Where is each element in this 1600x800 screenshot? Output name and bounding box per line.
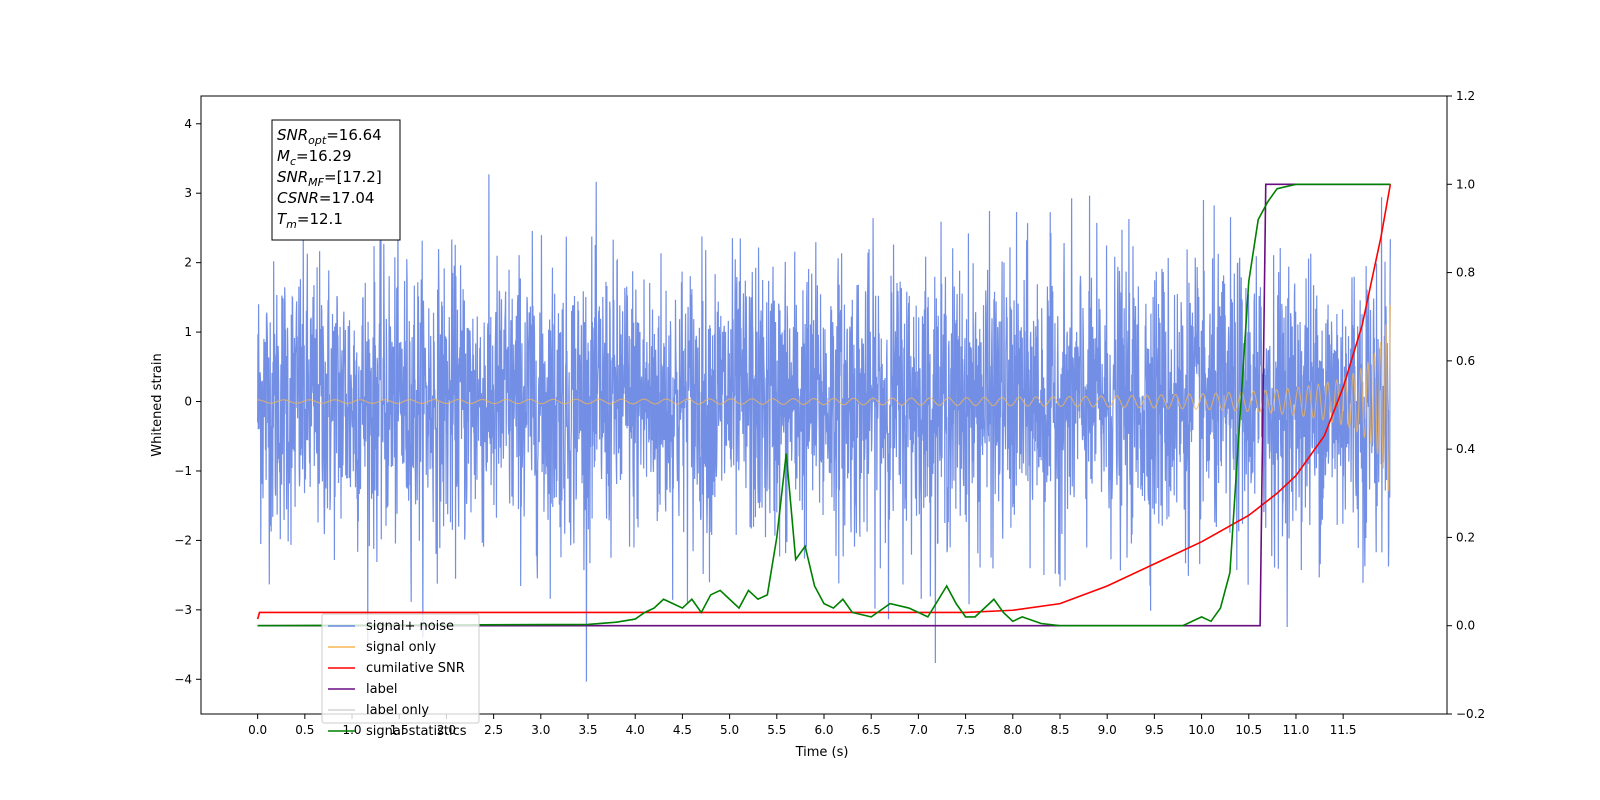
y-tick-label-left: −2 [174, 533, 192, 547]
series-line-signal-statistics [257, 183, 1391, 627]
y-tick-label-right: 0.0 [1456, 619, 1475, 633]
annotation-value: =[17.2] [324, 168, 382, 186]
y-tick-label-left: 4 [184, 117, 192, 131]
y-tick-label-left: −3 [174, 603, 192, 617]
legend-frame [321, 613, 480, 724]
x-tick-label: 11.5 [1330, 723, 1357, 737]
x-tick-label: 0.0 [248, 723, 267, 737]
y-tick-label-left: −4 [174, 672, 192, 686]
x-tick-label: 4.5 [673, 723, 692, 737]
x-tick-label: 8.0 [1003, 723, 1022, 737]
legend-label-signal-only: signal only [366, 640, 436, 655]
annotation-value: =12.1 [297, 210, 343, 228]
x-tick-label: 1.0 [342, 723, 361, 737]
y-tick-label-right: 0.8 [1456, 266, 1475, 280]
y-axis-left: −4 −3 −2 −1 0 1 2 3 4 [174, 117, 201, 686]
annotation-subscript: opt [308, 134, 327, 147]
series-line-cumilative-snr [256, 184, 1392, 620]
x-axis: 0.0 0.5 1.0 1.5 2.0 2.5 3.0 3.5 4.0 4.5 5.0 5.5 6.0 6… [248, 714, 1357, 737]
x-tick-label: 8.5 [1050, 723, 1069, 737]
annotation-line: SNRopt=16.64 [277, 126, 382, 147]
y-tick-label-left: 3 [184, 186, 192, 200]
annotation-symbol: M [277, 147, 290, 165]
y-axis-label-left: Whitened strain [150, 353, 165, 456]
x-tick-label: 6.0 [814, 723, 833, 737]
annotation-line: Mc=16.29 [277, 147, 352, 168]
annotation-value: =16.64 [326, 126, 382, 144]
x-axis-label: Time (s) [795, 745, 849, 760]
x-tick-label: 5.0 [720, 723, 739, 737]
stats-annotation-box: SNRopt=16.64Mc=16.29SNRMF=[17.2]CSNR=17.… [271, 119, 401, 241]
x-tick-label: 11.0 [1283, 723, 1310, 737]
y-tick-label-right: 1.2 [1456, 89, 1475, 103]
y-tick-label-left: 2 [184, 256, 192, 270]
x-tick-label: 10.0 [1188, 723, 1215, 737]
x-tick-label: 1.5 [390, 723, 409, 737]
annotation-line: Tm=12.1 [277, 210, 343, 231]
x-tick-label: 5.5 [767, 723, 786, 737]
x-tick-label: 3.0 [531, 723, 550, 737]
annotation-frame [271, 119, 401, 241]
series-line-signal-only [257, 304, 1391, 492]
annotation-value: =17.04 [319, 189, 375, 207]
y-tick-label-right: 0.6 [1456, 354, 1475, 368]
annotation-value: =16.29 [296, 147, 352, 165]
legend-label-label: label [366, 682, 397, 697]
y-tick-label-left: 1 [184, 325, 192, 339]
x-tick-label: 4.0 [626, 723, 645, 737]
x-tick-label: 6.5 [862, 723, 881, 737]
y-tick-label-right: 0.2 [1456, 530, 1475, 544]
y-tick-label-left: 0 [184, 395, 192, 409]
legend-label-signal-statistics: signal statistics [366, 724, 467, 739]
y-tick-label-right: −0.2 [1456, 707, 1485, 721]
x-tick-label: 7.5 [956, 723, 975, 737]
x-tick-label: 9.0 [1098, 723, 1117, 737]
x-tick-label: 3.5 [578, 723, 597, 737]
y-tick-label-right: 0.4 [1456, 442, 1475, 456]
annotation-line: CSNR=17.04 [277, 189, 374, 207]
legend-label-label-only: label only [366, 703, 429, 718]
series-layer [256, 174, 1392, 682]
legend-label-cumilative-snr: cumilative SNR [366, 661, 465, 676]
annotation-symbol: T [277, 210, 288, 228]
legend: signal+ noise signal only cumilative SNR la… [321, 613, 480, 739]
y-tick-label-right: 1.0 [1456, 177, 1475, 191]
series-line-signal-noise [257, 174, 1391, 682]
annotation-symbol: CSNR [277, 189, 319, 207]
x-tick-label: 0.5 [295, 723, 314, 737]
x-tick-label: 9.5 [1145, 723, 1164, 737]
x-tick-label: 2.5 [484, 723, 503, 737]
annotation-subscript: c [290, 155, 296, 168]
x-tick-label: 10.5 [1235, 723, 1262, 737]
y-axis-right: −0.2 0.0 0.2 0.4 0.6 0.8 1.0 1.2 [1447, 89, 1485, 721]
x-tick-label: 2.0 [437, 723, 456, 737]
legend-label-signal-noise: signal+ noise [366, 619, 454, 634]
annotation-symbol: SNR [277, 168, 308, 186]
y-tick-label-left: −1 [174, 464, 192, 478]
annotation-subscript: m [286, 218, 297, 231]
annotation-line: SNRMF=[17.2] [277, 168, 382, 189]
annotation-symbol: SNR [277, 126, 308, 144]
annotation-subscript: MF [308, 176, 324, 189]
x-tick-label: 7.0 [909, 723, 928, 737]
